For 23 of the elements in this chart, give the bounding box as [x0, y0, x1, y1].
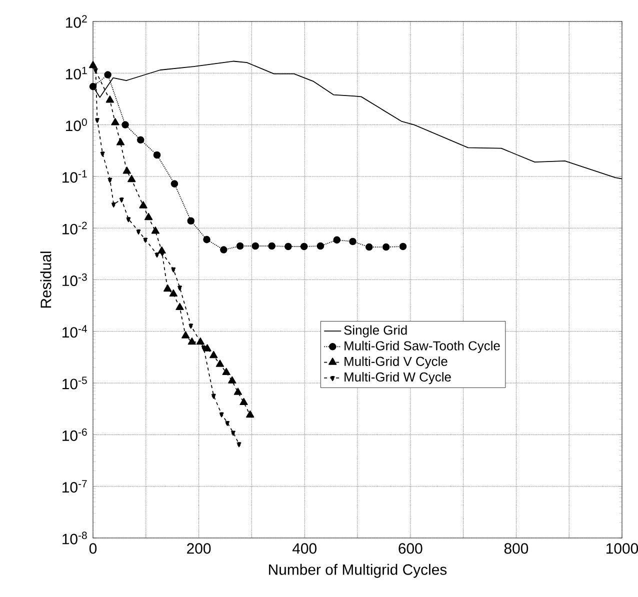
y-tick-label: 10$^{-7}$ [62, 480, 87, 493]
x-tick-label: 600 [398, 543, 422, 554]
x-tick-label: 200 [187, 543, 211, 554]
x-tick-label: 800 [504, 543, 528, 554]
y-tick-label: 10$^{2}$ [66, 15, 87, 28]
legend-label: Multi-Grid V Cycle [344, 356, 448, 369]
x-axis-title: Number of Multigrid Cycles [269, 564, 447, 578]
legend-label: Multi-Grid W Cycle [344, 372, 451, 384]
legend-label: Multi-Grid Saw-Tooth Cycle [344, 340, 500, 353]
y-tick-label: 10$^{-2}$ [62, 222, 87, 234]
y-tick-label: 10$^{-1}$ [62, 170, 87, 183]
legend-label: Single Grid [344, 325, 407, 338]
y-tick-label: 10$^{1}$ [66, 66, 87, 80]
x-tick-label: 0 [89, 543, 97, 554]
y-tick-label: 10$^{-4}$ [62, 325, 88, 338]
x-tick-label: 1000 [606, 543, 638, 554]
y-tick-label: 10$^{-5}$ [62, 376, 87, 390]
y-tick-label: 10$^{-3}$ [62, 273, 87, 286]
y-tick-label: 10$^{0}$ [66, 118, 87, 132]
y-tick-label: 10$^{-8}$ [62, 532, 87, 544]
y-tick-label: 10$^{-6}$ [62, 428, 87, 442]
x-tick-label: 400 [292, 543, 316, 554]
y-axis-title: Residual [40, 252, 52, 308]
